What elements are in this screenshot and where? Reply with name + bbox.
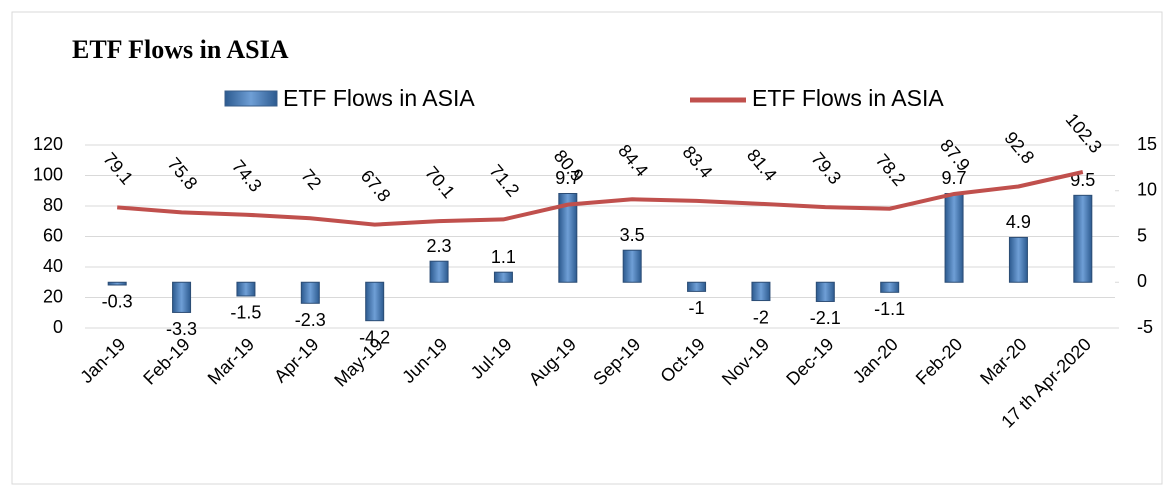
y2-tick-label: -5 (1137, 317, 1153, 337)
bar (751, 281, 771, 302)
y-tick-label: 60 (43, 225, 63, 245)
bar (880, 281, 900, 293)
bar-value-label: 9.7 (942, 168, 967, 188)
bar-value-label: -1 (689, 298, 705, 318)
bar (1073, 194, 1093, 283)
bar-value-label: -1.1 (874, 299, 905, 319)
legend-label: ETF Flows in ASIA (283, 85, 475, 111)
y-tick-label: 80 (43, 195, 63, 215)
y2-tick-label: 5 (1137, 225, 1147, 245)
line (117, 170, 1084, 227)
bar (1008, 236, 1028, 283)
chart-border (11, 11, 1163, 485)
bar (622, 249, 642, 283)
legend-bar-swatch (224, 90, 278, 107)
bar-value-label: 1.1 (491, 247, 516, 267)
bar-value-label: 2.3 (427, 236, 452, 256)
bar-value-label: -0.3 (102, 292, 133, 312)
chart-title: ETF Flows in ASIA (72, 35, 289, 64)
bar (687, 281, 707, 292)
bar-value-label: 4.9 (1006, 212, 1031, 232)
bar (236, 281, 256, 297)
legend-label: ETF Flows in ASIA (752, 85, 944, 111)
y-tick-label: 0 (53, 317, 63, 337)
y-tick-label: 100 (33, 164, 63, 184)
bar-value-label: 3.5 (620, 225, 645, 245)
y-tick-label: 20 (43, 286, 63, 306)
bar-value-label: -2.3 (295, 310, 326, 330)
bar (493, 271, 513, 283)
y-tick-label: 120 (33, 134, 63, 154)
y2-tick-label: 0 (1137, 271, 1147, 291)
bar (172, 281, 192, 313)
bar-value-label: -2.1 (810, 308, 841, 328)
y-tick-label: 40 (43, 256, 63, 276)
bar (300, 281, 320, 304)
bar (107, 281, 127, 286)
y2-tick-label: 10 (1137, 180, 1157, 200)
bar (365, 281, 385, 322)
bar (944, 192, 964, 283)
bar (558, 192, 578, 283)
bar (429, 260, 449, 283)
bar (815, 281, 835, 302)
bar-value-label: 9.7 (555, 168, 580, 188)
bar-value-label: -4.2 (359, 327, 390, 347)
bar-value-label: -1.5 (230, 303, 261, 323)
y2-tick-label: 15 (1137, 134, 1157, 154)
bar-value-label: -2 (753, 307, 769, 327)
bar-value-label: -3.3 (166, 319, 197, 339)
